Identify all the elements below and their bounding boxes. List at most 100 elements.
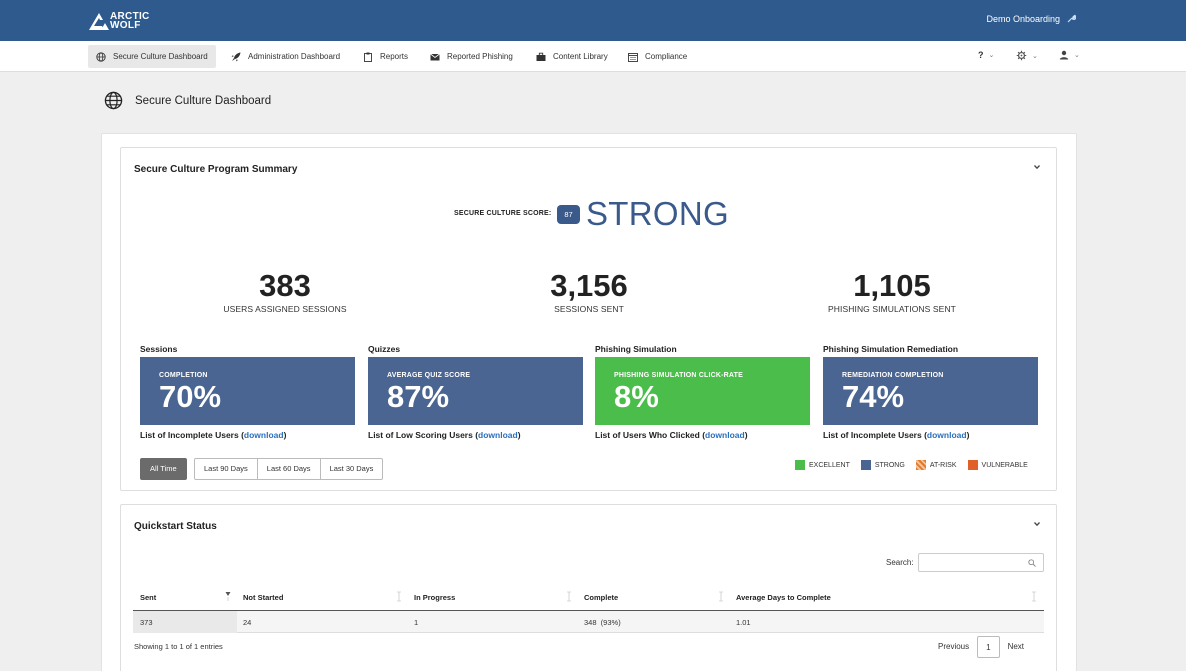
cell-in-progress: 1 — [414, 618, 419, 627]
stat-value: 383 — [259, 268, 311, 303]
search-label: Search: — [886, 558, 914, 567]
time-filter-all: All Time — [140, 458, 187, 480]
sort-descending-icon[interactable] — [225, 591, 231, 602]
nav-reported-phishing[interactable]: Reported Phishing — [422, 45, 521, 68]
next-page-button[interactable]: Next — [1007, 642, 1025, 651]
nav-reports[interactable]: Reports — [355, 45, 416, 68]
metric-link-text: List of Low Scoring Users ( — [368, 430, 479, 440]
stat-sessions-sent: 3,156 SESSIONS SENT — [469, 268, 709, 315]
page-1-button[interactable]: 1 — [977, 636, 1000, 658]
chevron-down-icon[interactable] — [1032, 162, 1042, 172]
metric-link-text: List of Incomplete Users ( — [140, 430, 244, 440]
metric-link-row: List of Users Who Clicked (download) — [595, 430, 748, 440]
column-header-in-progress[interactable]: In Progress — [414, 593, 456, 602]
stat-users-assigned: 383 USERS ASSIGNED SESSIONS — [165, 268, 405, 315]
download-link[interactable]: download — [705, 430, 745, 440]
nav-label: Compliance — [645, 52, 688, 61]
sort-icon[interactable] — [1031, 591, 1037, 602]
metric-label: COMPLETION — [159, 372, 208, 379]
score-rating: STRONG — [586, 195, 729, 232]
download-link[interactable]: download — [478, 430, 518, 440]
stat-value: 3,156 — [550, 268, 628, 303]
page-title: Secure Culture Dashboard — [104, 91, 271, 110]
column-header-sent[interactable]: Sent — [140, 593, 157, 602]
metric-label: AVERAGE QUIZ SCORE — [387, 372, 471, 379]
search-icon — [1028, 559, 1036, 567]
stat-label: SESSIONS SENT — [554, 304, 624, 314]
previous-page-button[interactable]: Previous — [938, 642, 970, 651]
user-menu[interactable]: ⌄ — [1059, 50, 1080, 60]
chevron-down-icon: ⌄ — [1074, 52, 1080, 59]
top-header: ARCTIC WOLF Demo Onboarding — [0, 0, 1186, 41]
metric-remediation-completion: REMEDIATION COMPLETION 74% — [823, 357, 1038, 425]
cell-complete: 348 (93%) — [584, 618, 621, 627]
panel-title: Quickstart Status — [134, 521, 217, 532]
metric-heading: Phishing Simulation Remediation — [823, 344, 959, 354]
filter-90-days-button[interactable]: Last 90 Days — [194, 458, 258, 480]
score-label: SECURE CULTURE SCORE: — [454, 210, 552, 217]
nav-administration-dashboard[interactable]: Administration Dashboard — [223, 45, 348, 68]
column-header-avg-days[interactable]: Average Days to Complete — [736, 593, 831, 602]
nav-compliance[interactable]: Compliance — [620, 45, 695, 68]
metric-value: 8% — [614, 379, 659, 414]
pagination: Previous 1 Next — [930, 636, 1032, 658]
column-header-complete[interactable]: Complete — [584, 593, 619, 602]
nav-secure-culture-dashboard[interactable]: Secure Culture Dashboard — [88, 45, 216, 68]
filter-all-time-button[interactable]: All Time — [140, 458, 187, 480]
metric-link-end: ) — [744, 430, 748, 440]
legend-strong: STRONG — [860, 460, 905, 470]
download-link[interactable]: download — [926, 430, 967, 440]
org-switcher[interactable]: Demo Onboarding — [986, 14, 1076, 24]
metric-value: 87% — [387, 379, 450, 414]
help-menu[interactable]: ? ⌄ — [978, 50, 994, 60]
briefcase-icon — [536, 52, 546, 61]
stat-label: USERS ASSIGNED SESSIONS — [223, 304, 347, 314]
column-header-not-started[interactable]: Not Started — [243, 593, 284, 602]
filter-30-days-button[interactable]: Last 30 Days — [320, 458, 384, 480]
metric-heading: Sessions — [140, 344, 178, 354]
nav-label: Content Library — [553, 52, 608, 61]
table-row — [133, 611, 1044, 633]
legend-label: AT-RISK — [929, 461, 957, 469]
logo-text-line2: WOLF — [110, 20, 141, 31]
legend-swatch — [860, 460, 871, 470]
arctic-wolf-logo[interactable]: ARCTIC WOLF — [88, 10, 150, 32]
metric-link-end: ) — [517, 430, 521, 440]
download-link[interactable]: download — [243, 430, 284, 440]
metric-link-text: List of Incomplete Users ( — [823, 430, 927, 440]
nav-label: Administration Dashboard — [248, 52, 341, 61]
filter-60-days-button[interactable]: Last 60 Days — [257, 458, 321, 480]
cell-not-started: 24 — [243, 618, 252, 627]
user-icon — [1059, 50, 1069, 60]
nav-content-library[interactable]: Content Library — [528, 45, 616, 68]
legend-swatch — [967, 460, 978, 470]
stat-phishing-sent: 1,105 PHISHING SIMULATIONS SENT — [772, 270, 1012, 315]
table-info: Showing 1 to 1 of 1 entries — [134, 642, 223, 651]
panel-title: Secure Culture Program Summary — [134, 164, 298, 175]
chevron-down-icon[interactable] — [1032, 519, 1042, 529]
metric-label: PHISHING SIMULATION CLICK-RATE — [614, 372, 744, 379]
table-header-divider — [133, 610, 1044, 611]
sort-icon[interactable] — [566, 591, 572, 602]
metric-value: 70% — [159, 379, 222, 414]
metric-link-row: List of Incomplete Users (download) — [140, 430, 286, 440]
nav-label: Reports — [380, 52, 409, 61]
metric-value: 74% — [842, 379, 905, 414]
sort-icon[interactable] — [396, 591, 402, 602]
sort-icon[interactable] — [718, 591, 724, 602]
metric-heading: Quizzes — [368, 344, 401, 354]
metric-label: REMEDIATION COMPLETION — [842, 372, 944, 379]
metric-sessions-completion: COMPLETION 70% — [140, 357, 355, 425]
metric-click-rate: PHISHING SIMULATION CLICK-RATE 8% — [595, 357, 810, 425]
settings-menu[interactable]: ⌄ — [1016, 50, 1038, 61]
main-nav: Secure Culture Dashboard Administration … — [0, 41, 1186, 72]
help-icon: ? — [978, 50, 984, 60]
search-input[interactable] — [918, 553, 1044, 572]
nav-label: Reported Phishing — [447, 52, 513, 61]
page-title-text: Secure Culture Dashboard — [135, 94, 272, 107]
legend-at-risk: AT-RISK — [915, 460, 957, 470]
metric-quiz-score: AVERAGE QUIZ SCORE 87% — [368, 357, 583, 425]
metric-link-row: List of Incomplete Users (download) — [823, 430, 969, 440]
legend-swatch — [915, 460, 926, 470]
score-badge: 87 — [557, 205, 580, 224]
